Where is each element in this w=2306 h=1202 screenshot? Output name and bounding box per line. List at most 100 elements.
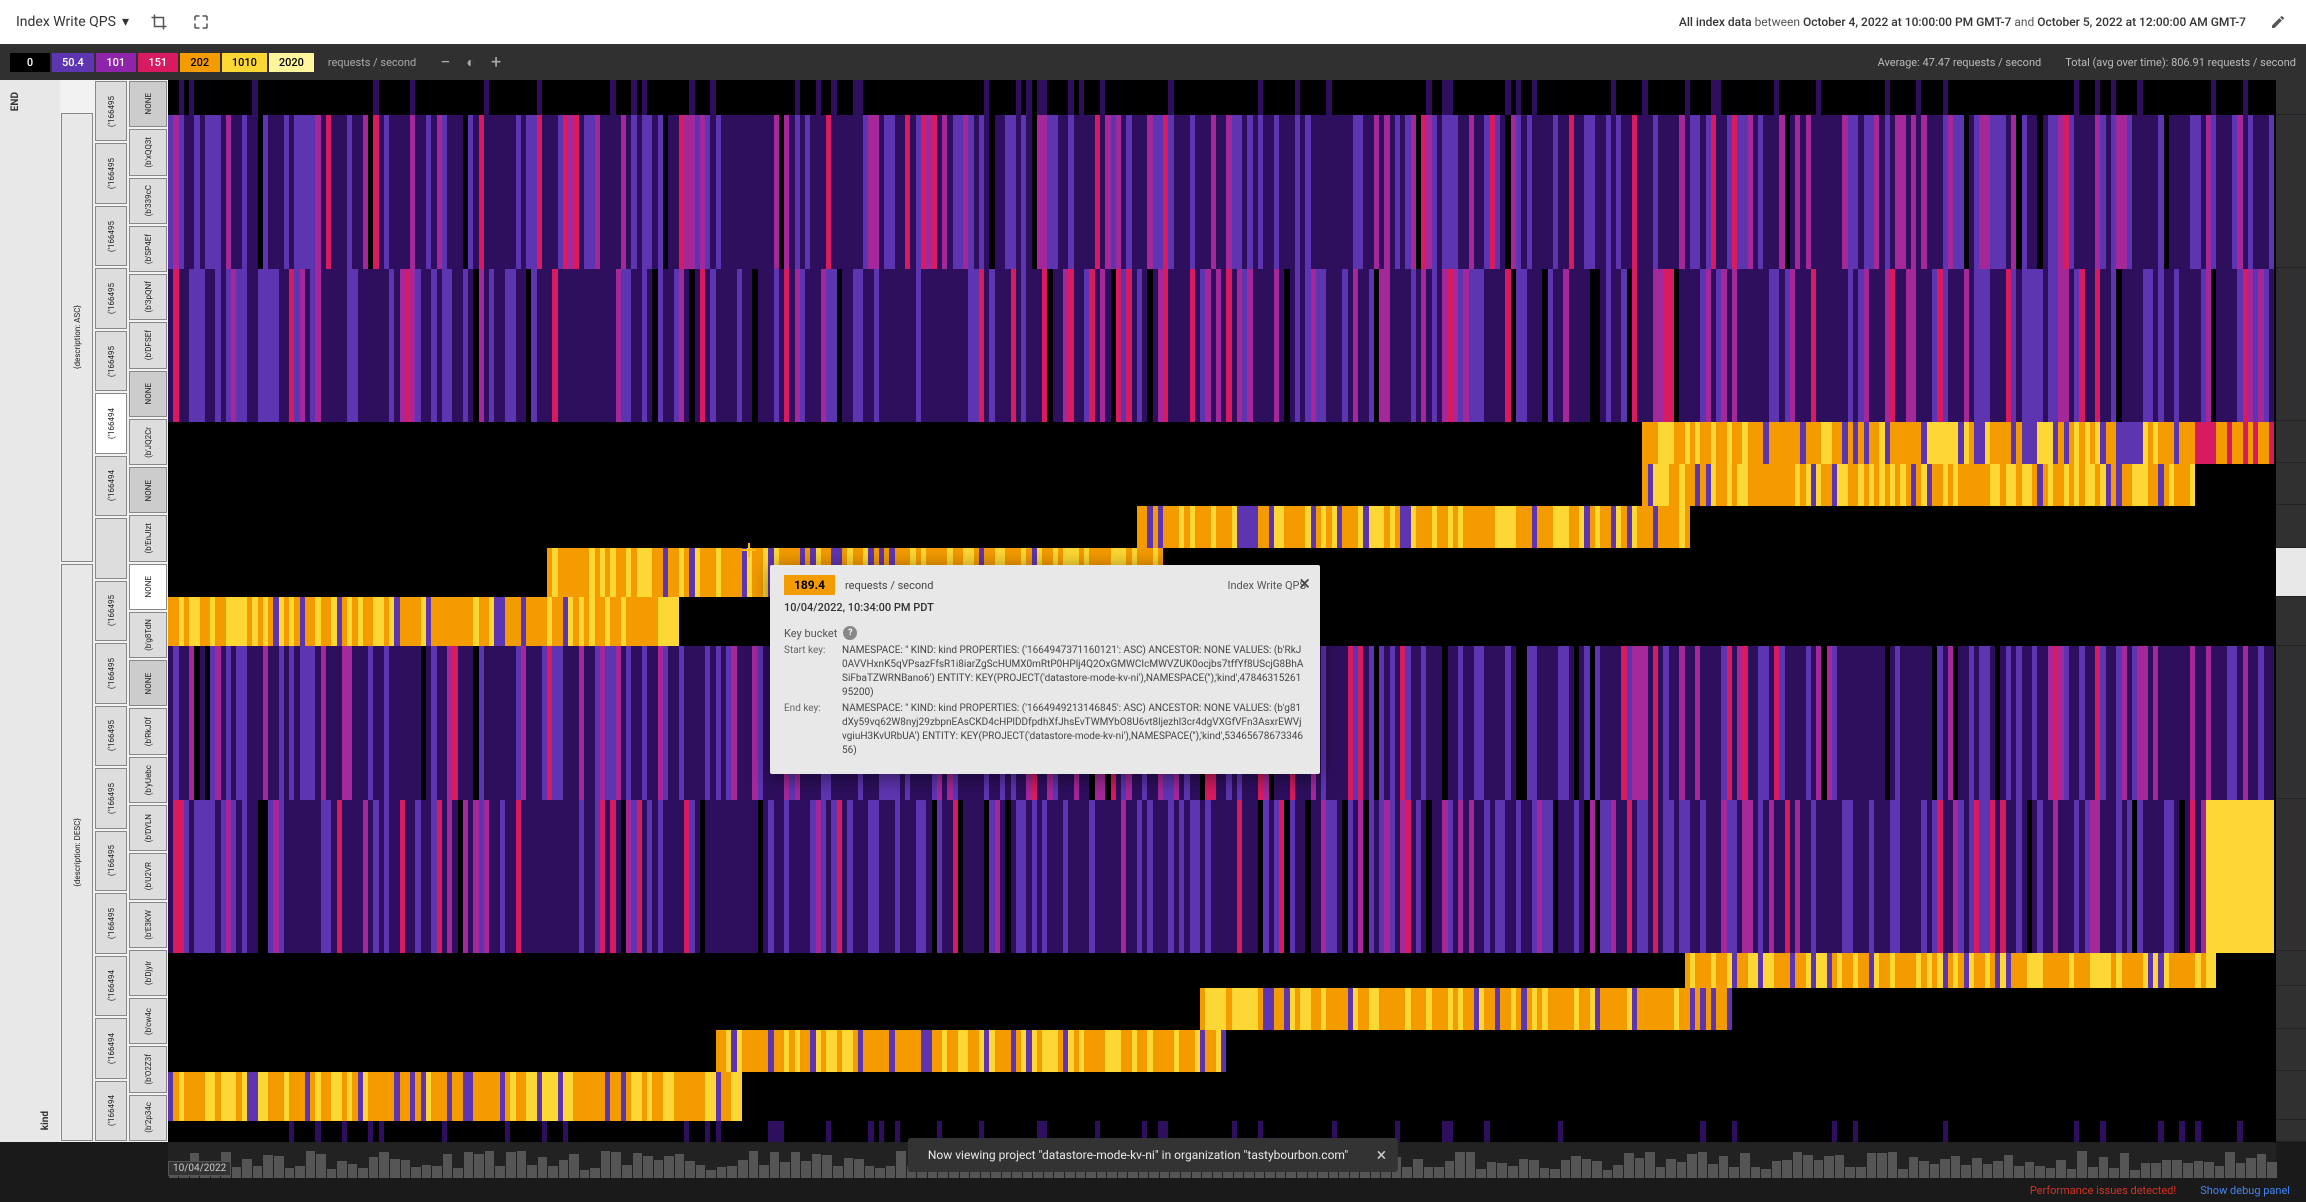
row-range-label[interactable]: ('166495	[95, 768, 127, 828]
legend-swatch[interactable]: 151	[138, 53, 178, 72]
gutter-cell[interactable]	[2276, 505, 2306, 547]
row-key-label[interactable]: (b'Djylr	[129, 950, 167, 996]
gutter-cell[interactable]	[2276, 1120, 2306, 1142]
heatmap-row	[168, 800, 2276, 954]
row-range-label[interactable]: ('166495	[95, 831, 127, 891]
metric-title-dropdown[interactable]: Index Write QPS ▾	[16, 14, 129, 30]
row-key-label[interactable]: NONE	[129, 371, 167, 417]
row-range-label[interactable]: ('166494	[95, 393, 127, 453]
gutter-cell[interactable]	[2276, 268, 2306, 421]
header-left: Index Write QPS ▾	[16, 10, 213, 34]
tooltip-header: 189.4 requests / second Index Write QPS	[770, 565, 1320, 601]
perf-warning[interactable]: Performance issues detected!	[2030, 1184, 2176, 1197]
row-key-label[interactable]: (b'g8TdN	[129, 612, 167, 658]
row-range-label[interactable]: ('166495	[95, 206, 127, 266]
end-key-value: NAMESPACE: '' KIND: kind PROPERTIES: ('1…	[842, 702, 1306, 758]
row-key-label[interactable]: (b'3pQNf	[129, 274, 167, 320]
row-range-label[interactable]: ('166494	[95, 456, 127, 516]
row-range-label[interactable]: ('166494	[95, 1018, 127, 1078]
debug-link[interactable]: Show debug panel	[2200, 1184, 2290, 1197]
close-icon[interactable]: ×	[1377, 1145, 1387, 1166]
row-labels-desc: {description: ASC}{description: DESC}	[60, 80, 94, 1142]
row-key-label[interactable]: (b'xQQ3t	[129, 129, 167, 175]
row-range-label[interactable]: ('166495	[95, 331, 127, 391]
toast: Now viewing project "datastore-mode-kv-n…	[908, 1138, 1398, 1172]
gutter-cell[interactable]	[2276, 799, 2306, 952]
crop-icon[interactable]	[147, 10, 171, 34]
chevron-down-icon: ▾	[122, 14, 129, 30]
row-key-label[interactable]: (b'U2VR	[129, 853, 167, 899]
tooltip-unit: requests / second	[845, 579, 933, 592]
gutter-cell[interactable]	[2276, 548, 2306, 597]
row-range-label[interactable]: ('166495	[95, 893, 127, 953]
row-key-label[interactable]: (b'DYLN	[129, 805, 167, 851]
section-label-text: Key bucket	[784, 627, 837, 640]
row-key-label[interactable]: (b'EnJlzt	[129, 515, 167, 561]
row-range-label[interactable]: ('166495	[95, 268, 127, 328]
fullscreen-icon[interactable]	[189, 10, 213, 34]
legend-swatch[interactable]: 101	[96, 53, 136, 72]
gutter-cell[interactable]	[2276, 986, 2306, 1028]
row-range-label[interactable]	[95, 518, 127, 578]
gutter-cell[interactable]	[2276, 646, 2306, 799]
start-key-label: Start key:	[784, 644, 836, 700]
row-key-label[interactable]: NONE	[129, 660, 167, 706]
row-range-label[interactable]: ('166495	[95, 143, 127, 203]
range-prefix: All index data	[1679, 15, 1752, 29]
heatmap-row	[168, 506, 2276, 548]
legend-stats: Average: 47.47 requests / second Total (…	[1878, 56, 2296, 69]
row-key-label[interactable]: (b'cw4c	[129, 998, 167, 1044]
row-key-label[interactable]: NONE	[129, 81, 167, 127]
gutter-cell[interactable]	[2276, 421, 2306, 463]
row-range-label[interactable]: ('166495	[95, 581, 127, 641]
tooltip-section: Key bucket ? Start key: NAMESPACE: '' KI…	[770, 622, 1320, 762]
tooltip-value: 189.4	[784, 575, 835, 595]
row-key-label[interactable]: (b'yUebc	[129, 757, 167, 803]
legend-swatch[interactable]: 202	[180, 53, 220, 72]
row-key-label[interactable]: (b'SP4Ef	[129, 226, 167, 272]
legend-swatch[interactable]: 1010	[222, 53, 267, 72]
row-group-label[interactable]: {description: ASC}	[61, 113, 93, 562]
row-range-label[interactable]: ('166495	[95, 81, 127, 141]
row-key-label[interactable]: (b'O2Z3f	[129, 1046, 167, 1092]
gutter-cell[interactable]	[2276, 115, 2306, 268]
row-range-label[interactable]: ('166495	[95, 706, 127, 766]
legend-unit: requests / second	[328, 56, 416, 69]
close-icon[interactable]: ×	[1299, 571, 1310, 595]
gutter-cell[interactable]	[2276, 597, 2306, 646]
row-labels-key: NONE(b'xQQ3t(b'339cC(b'SP4Ef(b'3pQNf(b'D…	[128, 80, 168, 1142]
row-labels-range: ('166495('166495('166495('166495('166495…	[94, 80, 128, 1142]
row-key-label[interactable]: NONE	[129, 564, 167, 610]
legend-swatch[interactable]: 0	[10, 53, 50, 72]
zoom-out-icon[interactable]: −	[440, 52, 450, 73]
gutter-cell[interactable]	[2276, 463, 2306, 505]
row-range-label[interactable]: ('166494	[95, 1081, 127, 1141]
help-icon[interactable]: ?	[843, 626, 857, 640]
row-key-label[interactable]: (b'DFSEf	[129, 322, 167, 368]
legend-swatch[interactable]: 2020	[269, 53, 314, 72]
heatmap-row	[168, 988, 2276, 1030]
row-range-label[interactable]: ('166495	[95, 643, 127, 703]
row-key-label[interactable]: NONE	[129, 467, 167, 513]
edit-icon[interactable]	[2266, 10, 2290, 34]
timeline-date-label: 10/04/2022	[168, 1161, 231, 1176]
tooltip: × 189.4 requests / second Index Write QP…	[770, 565, 1320, 774]
row-range-label[interactable]: ('166494	[95, 956, 127, 1016]
legend-swatch[interactable]: 50.4	[52, 53, 94, 72]
heatmap-row	[168, 1030, 2276, 1072]
gutter-cell[interactable]	[2276, 1071, 2306, 1120]
row-key-label[interactable]: (b'E3KW	[129, 902, 167, 948]
row-key-label[interactable]: (b'2p34c	[129, 1095, 167, 1141]
row-group-label[interactable]: {description: DESC}	[61, 564, 93, 1141]
contrast-icon[interactable]: ◐	[467, 54, 475, 71]
row-key-label[interactable]: (b'JQ2Cr	[129, 419, 167, 465]
row-key-label[interactable]: (b'339cC	[129, 178, 167, 224]
start-key-value: NAMESPACE: '' KIND: kind PROPERTIES: ('1…	[842, 644, 1306, 700]
gutter-cell[interactable]	[2276, 951, 2306, 986]
gutter-cell[interactable]	[2276, 1029, 2306, 1071]
date-range: All index data between October 4, 2022 a…	[1679, 10, 2290, 34]
row-key-label[interactable]: (b'RkJ0f	[129, 708, 167, 754]
keybucket-label: Key bucket ?	[784, 626, 1306, 640]
gutter-cell[interactable]	[2276, 80, 2306, 115]
zoom-in-icon[interactable]: +	[491, 52, 501, 73]
